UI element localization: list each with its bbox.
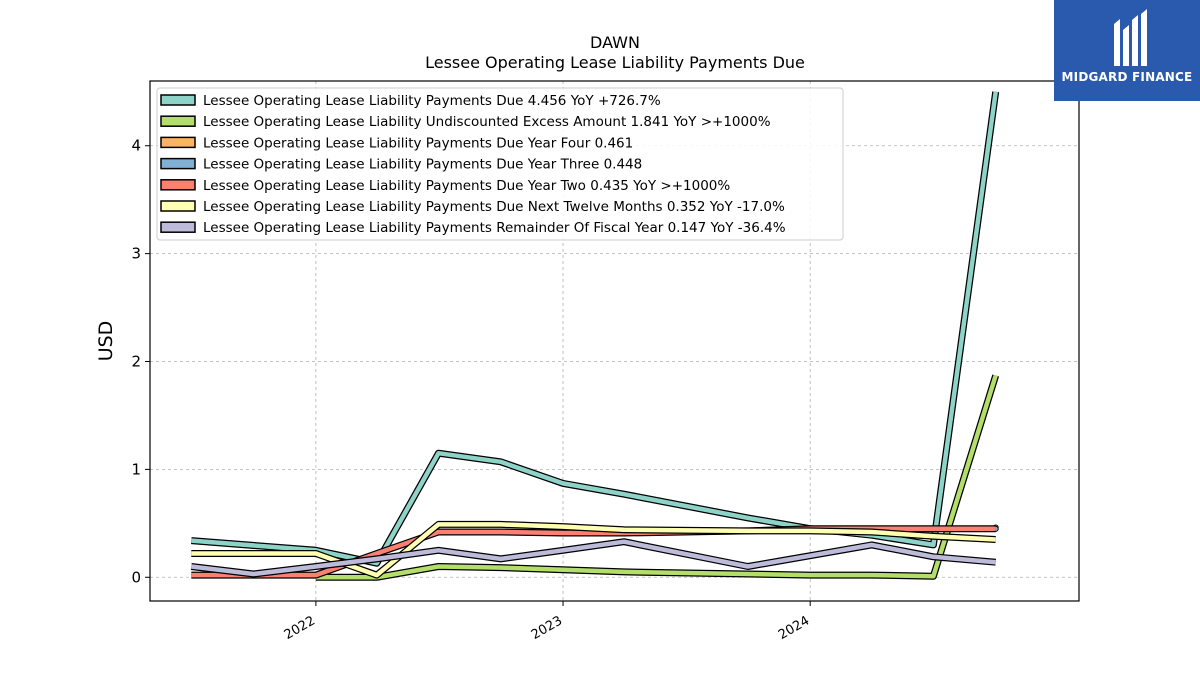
brand-name: MIDGARD FINANCE [1061, 70, 1193, 84]
legend-swatch [160, 94, 196, 106]
series-line [191, 522, 996, 578]
series-line [315, 374, 998, 580]
legend-swatch [160, 200, 196, 212]
y-tick-label: 0 [131, 568, 141, 586]
legend-swatch [160, 115, 196, 127]
y-tick-label: 3 [131, 245, 141, 263]
legend-entry: Lessee Operating Lease Liability Payment… [203, 157, 642, 173]
legend-entry: Lessee Operating Lease Liability Payment… [203, 199, 785, 215]
x-tick-label: 2023 [529, 613, 565, 643]
chart-title: DAWN [590, 33, 640, 52]
legend-swatch [160, 221, 196, 233]
y-axis-label: USD [95, 321, 117, 362]
legend-box [156, 87, 844, 241]
y-tick-label: 4 [131, 137, 141, 155]
legend-swatch [160, 157, 196, 170]
y-tick-label: 2 [131, 352, 141, 370]
x-axis-ticks: 2022 2023 2024 [282, 601, 812, 643]
y-axis-ticks: 0 1 2 3 4 [131, 137, 150, 586]
y-tick-label: 1 [131, 460, 141, 478]
midgard-logo-icon [1114, 9, 1147, 66]
chart-subtitle: Lessee Operating Lease Liability Payment… [425, 53, 805, 72]
legend-entry: Lessee Operating Lease Liability Payment… [203, 220, 786, 236]
legend: Lessee Operating Lease Liability Payment… [156, 87, 844, 241]
legend-swatch [160, 179, 196, 191]
series-lines [190, 91, 1000, 581]
legend-entry: Lessee Operating Lease Liability Payment… [203, 93, 661, 109]
x-tick-label: 2024 [776, 613, 812, 643]
legend-entry: Lessee Operating Lease Liability Payment… [203, 135, 633, 151]
legend-swatch [160, 136, 196, 149]
legend-entry: Lessee Operating Lease Liability Undisco… [203, 114, 771, 130]
series-line [191, 539, 996, 577]
x-tick-label: 2022 [282, 613, 318, 643]
brand-logo: MIDGARD FINANCE [1054, 0, 1200, 101]
legend-entry: Lessee Operating Lease Liability Payment… [203, 178, 730, 194]
plot-frame [149, 80, 1080, 602]
